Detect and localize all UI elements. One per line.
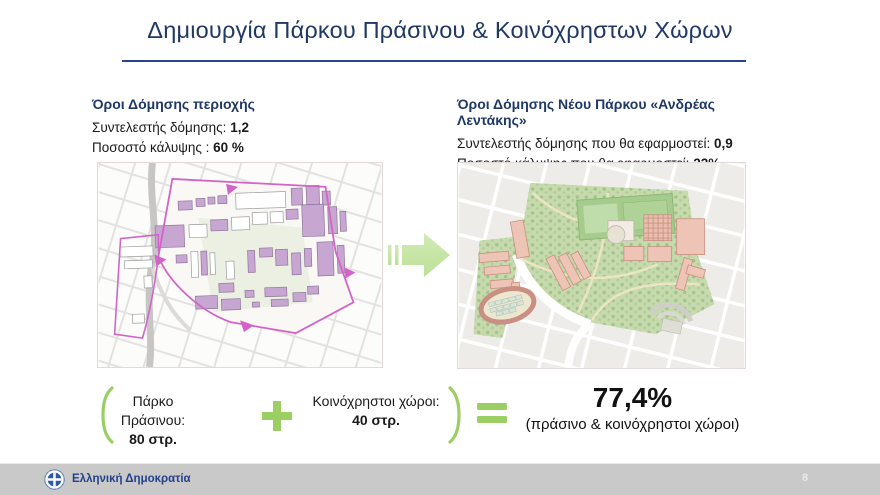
right-line-1-label: Συντελεστής δόμησης που θα εφαρμοστεί: [457,136,711,151]
close-bracket-icon [448,386,462,444]
park-plan-map [458,163,745,368]
equals-icon [477,403,507,424]
plus-icon [260,399,294,435]
result-percentage: 77,4% [592,382,673,413]
left-line-2-value: 60 % [213,140,244,155]
term1-label: Πάρκο Πράσινου: [120,393,186,428]
transform-arrow-icon [388,226,452,284]
right-line-1-value: 0,9 [714,136,733,151]
right-line-1: Συντελεστής δόμησης που θα εφαρμοστεί: 0… [457,136,777,151]
formula-term-green-park: Πάρκο Πράσινου: 80 στρ. [103,392,203,449]
buildings-layer [119,184,347,324]
left-line-2: Ποσοστό κάλυψης : 60 % [92,140,412,155]
term1-value: 80 στρ. [129,431,177,447]
running-track [478,286,537,325]
left-section: Όροι Δόμησης περιοχής Συντελεστής δόμηση… [92,96,412,160]
term2-value: 40 στρ. [352,412,400,428]
greek-flag-logo [44,469,65,490]
title-underline [122,60,746,62]
page-title: Δημιουργία Πάρκου Πράσινου & Κοινόχρηστω… [147,17,733,43]
park-plan-panel [457,162,746,369]
open-bracket-icon [100,386,114,444]
boundary-arrowheads [154,183,356,333]
left-section-heading: Όροι Δόμησης περιοχής [92,96,255,112]
formula-result: 77,4% (πράσινο & κοινόχρηστοι χώροι) [520,383,745,434]
term2-label: Κοινόχρηστοι χώροι: [312,393,440,409]
left-line-2-label: Ποσοστό κάλυψης : [92,140,210,155]
amphitheater [649,302,693,335]
result-caption: (πράσινο & κοινόχρηστοι χώροι) [525,416,740,433]
footer-bar: Ελληνική Δημοκρατία 8 [0,463,880,495]
left-line-1-label: Συντελεστής δόμησης: [92,120,227,135]
left-line-1: Συντελεστής δόμησης: 1,2 [92,120,412,135]
area-plan-map [98,163,382,367]
org-label: Ελληνική Δημοκρατία [72,473,191,485]
page-number: 8 [802,472,809,484]
park-roads [512,252,593,368]
right-section-heading: Όροι Δόμησης Νέου Πάρκου «Ανδρέας Λεντάκ… [457,96,715,128]
left-line-1-value: 1,2 [230,120,249,135]
formula-term-common-spaces: Κοινόχρηστοι χώροι: 40 στρ. [303,392,449,430]
area-plan-panel [97,162,383,368]
